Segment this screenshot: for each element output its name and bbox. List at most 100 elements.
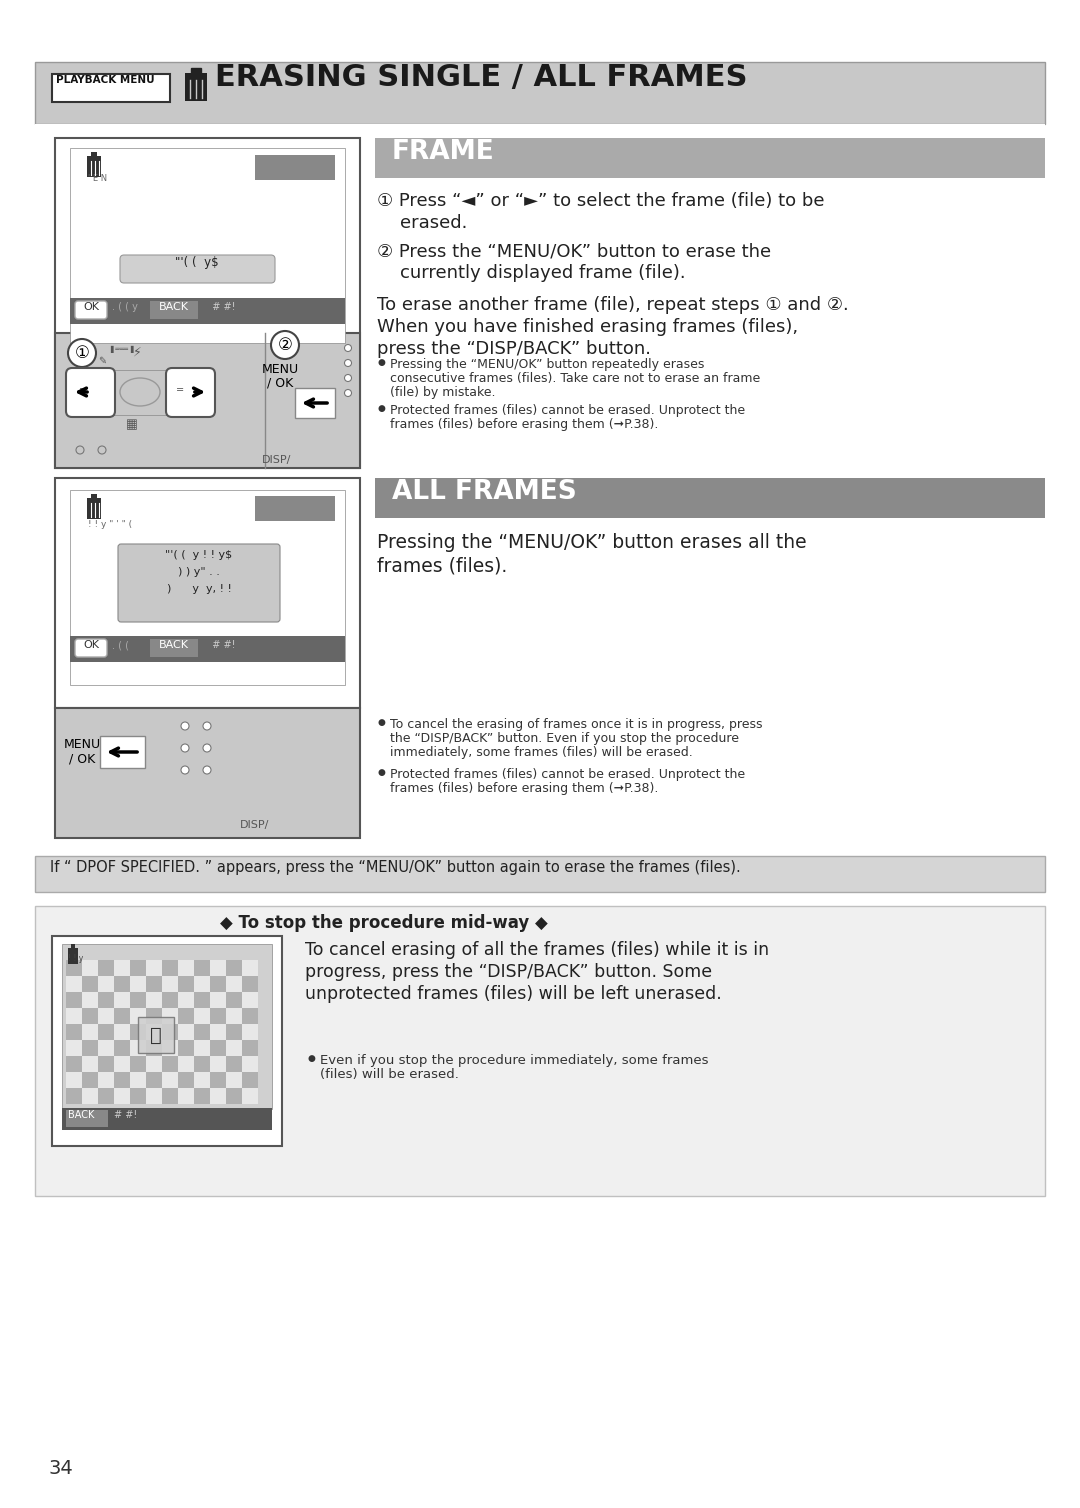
Bar: [194, 1087, 210, 1104]
Bar: [82, 1087, 98, 1104]
Text: 34: 34: [48, 1458, 72, 1478]
Text: When you have finished erasing frames (files),: When you have finished erasing frames (f…: [377, 318, 798, 336]
Bar: [162, 1056, 178, 1072]
Text: ①: ①: [75, 344, 90, 362]
Bar: [242, 1024, 258, 1041]
Text: currently displayed frame (file).: currently displayed frame (file).: [377, 264, 686, 282]
Circle shape: [181, 766, 189, 774]
Bar: [82, 1056, 98, 1072]
Text: BACK: BACK: [159, 639, 189, 650]
Text: BACK: BACK: [159, 302, 189, 312]
Text: # #!: # #!: [206, 302, 235, 312]
Bar: [52, 74, 170, 103]
FancyBboxPatch shape: [166, 368, 215, 418]
Bar: [226, 992, 242, 1007]
Bar: [55, 707, 360, 838]
Text: DISP/: DISP/: [240, 820, 269, 829]
Text: Pressing the “MENU/OK” button erases all the: Pressing the “MENU/OK” button erases all…: [377, 532, 807, 552]
Text: MENU: MENU: [64, 737, 100, 751]
Text: (files) will be erased.: (files) will be erased.: [320, 1068, 459, 1081]
Bar: [210, 1041, 226, 1056]
Bar: [178, 1024, 194, 1041]
Bar: [114, 1087, 130, 1104]
Bar: [375, 478, 1045, 519]
Bar: [130, 961, 146, 976]
Bar: [98, 1072, 114, 1087]
Bar: [242, 961, 258, 976]
Text: ●: ●: [377, 404, 384, 413]
Text: / OK: / OK: [69, 752, 95, 765]
Bar: [130, 1024, 146, 1041]
Bar: [242, 992, 258, 1007]
Bar: [138, 1016, 174, 1053]
Bar: [146, 1072, 162, 1087]
Bar: [35, 906, 1045, 1196]
Bar: [66, 1087, 82, 1104]
Bar: [35, 124, 1045, 127]
Bar: [226, 1024, 242, 1041]
Bar: [98, 1007, 114, 1024]
Bar: [226, 1087, 242, 1104]
Bar: [98, 1041, 114, 1056]
Text: # #!: # #!: [206, 639, 235, 650]
Text: ⚡: ⚡: [133, 345, 141, 359]
Bar: [55, 139, 360, 467]
Text: immediately, some frames (files) will be erased.: immediately, some frames (files) will be…: [390, 746, 692, 759]
Bar: [242, 976, 258, 992]
Bar: [146, 1024, 162, 1041]
Text: . ( ( y: . ( ( y: [112, 302, 138, 312]
Bar: [242, 1007, 258, 1024]
Bar: [82, 1041, 98, 1056]
Bar: [162, 992, 178, 1007]
Text: ALL FRAMES: ALL FRAMES: [392, 480, 577, 505]
Bar: [226, 1056, 242, 1072]
Text: To cancel the erasing of frames once it is in progress, press: To cancel the erasing of frames once it …: [390, 718, 762, 731]
Circle shape: [203, 766, 211, 774]
Text: To cancel erasing of all the frames (files) while it is in: To cancel erasing of all the frames (fil…: [305, 941, 769, 959]
Bar: [130, 1041, 146, 1056]
Bar: [66, 1041, 82, 1056]
Bar: [178, 1056, 194, 1072]
Bar: [66, 1110, 108, 1126]
Bar: [82, 992, 98, 1007]
Bar: [210, 1024, 226, 1041]
Bar: [70, 299, 345, 324]
Bar: [114, 992, 130, 1007]
Text: frames (files) before erasing them (➞P.38).: frames (files) before erasing them (➞P.3…: [390, 783, 659, 795]
Text: ●: ●: [377, 357, 384, 366]
Bar: [255, 155, 335, 179]
Bar: [98, 976, 114, 992]
Text: ① Press “◄” or “►” to select the frame (file) to be: ① Press “◄” or “►” to select the frame (…: [377, 192, 824, 210]
Bar: [98, 1087, 114, 1104]
Text: "'( (  y$: "'( ( y$: [175, 256, 219, 268]
Bar: [66, 1072, 82, 1087]
Bar: [130, 1056, 146, 1072]
Bar: [91, 495, 97, 498]
Text: Protected frames (files) cannot be erased. Unprotect the: Protected frames (files) cannot be erase…: [390, 404, 745, 418]
Circle shape: [345, 389, 351, 397]
Bar: [82, 961, 98, 976]
Text: ▌═══▐: ▌═══▐: [110, 345, 134, 353]
Bar: [130, 1072, 146, 1087]
Bar: [255, 496, 335, 520]
Circle shape: [98, 446, 106, 454]
Text: . ( (: . ( (: [112, 639, 132, 650]
Text: / OK: / OK: [267, 375, 293, 389]
Bar: [210, 1056, 226, 1072]
Bar: [191, 68, 201, 74]
Bar: [242, 1041, 258, 1056]
Text: =: =: [176, 385, 184, 395]
Bar: [210, 1087, 226, 1104]
Bar: [82, 1024, 98, 1041]
Bar: [68, 949, 78, 950]
Bar: [226, 1007, 242, 1024]
Bar: [150, 639, 198, 657]
Bar: [66, 1056, 82, 1072]
Bar: [114, 1056, 130, 1072]
Circle shape: [203, 722, 211, 730]
Bar: [71, 944, 75, 949]
Text: )      y  y, ! !: ) y y, ! !: [166, 584, 231, 594]
Bar: [178, 1007, 194, 1024]
Text: ◆ To stop the procedure mid-way ◆: ◆ To stop the procedure mid-way ◆: [220, 914, 548, 932]
Bar: [130, 1087, 146, 1104]
